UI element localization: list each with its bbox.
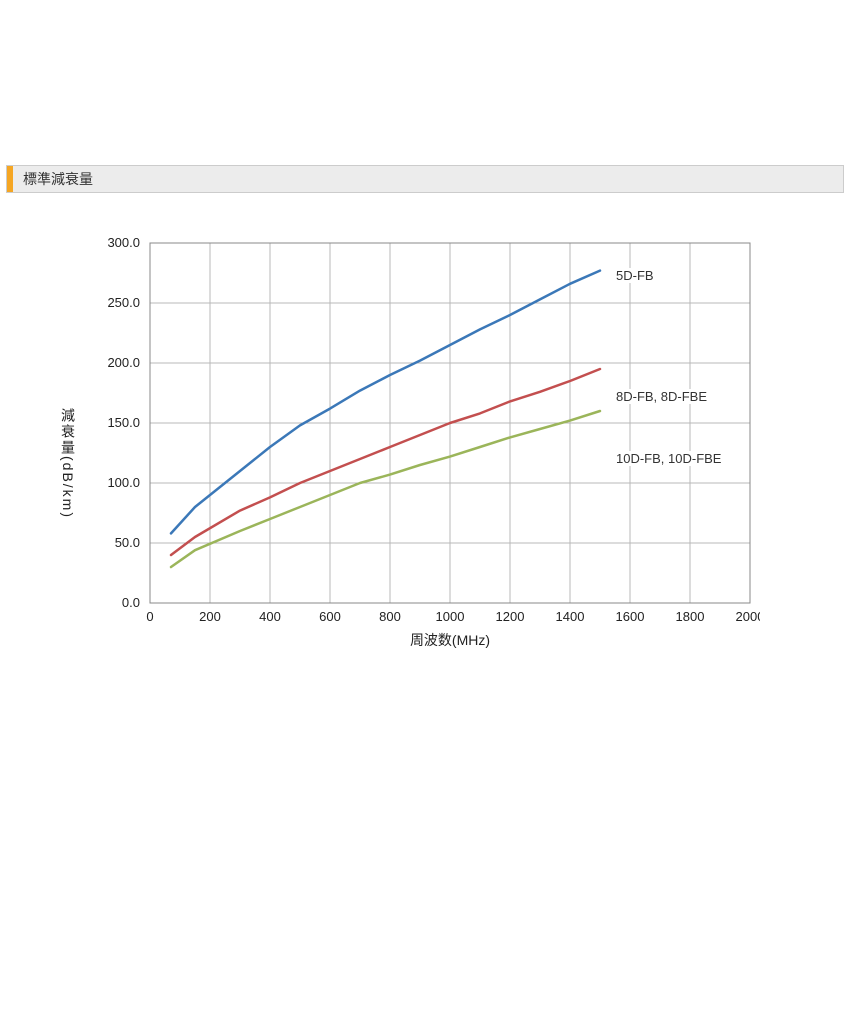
header-title: 標準減衰量 bbox=[23, 169, 93, 189]
svg-text:800: 800 bbox=[379, 609, 401, 624]
svg-text:150.0: 150.0 bbox=[107, 415, 140, 430]
svg-text:1200: 1200 bbox=[496, 609, 525, 624]
section-header: 標準減衰量 bbox=[6, 165, 844, 193]
series-label-8dfb: 8D-FB, 8D-FBE bbox=[616, 389, 707, 404]
svg-text:400: 400 bbox=[259, 609, 281, 624]
chart-svg: 0 200 400 600 800 1000 1200 1400 1600 1800 2000 0.0… bbox=[60, 233, 760, 663]
svg-text:200.0: 200.0 bbox=[107, 355, 140, 370]
svg-text:250.0: 250.0 bbox=[107, 295, 140, 310]
series-label-5dfb: 5D-FB bbox=[616, 268, 654, 283]
svg-text:1600: 1600 bbox=[616, 609, 645, 624]
svg-text:300.0: 300.0 bbox=[107, 235, 140, 250]
svg-text:1800: 1800 bbox=[676, 609, 705, 624]
svg-text:0.0: 0.0 bbox=[122, 595, 140, 610]
svg-text:1000: 1000 bbox=[436, 609, 465, 624]
y-axis-label: 減衰量(dB/km) bbox=[58, 408, 78, 519]
header-accent bbox=[7, 166, 13, 192]
svg-text:周波数(MHz): 周波数(MHz) bbox=[410, 632, 490, 648]
svg-text:200: 200 bbox=[199, 609, 221, 624]
svg-text:2000: 2000 bbox=[736, 609, 760, 624]
svg-text:600: 600 bbox=[319, 609, 341, 624]
attenuation-chart: 減衰量(dB/km) 0 200 400 600 800 1000 1200 1400 1600… bbox=[60, 233, 850, 663]
svg-text:0: 0 bbox=[146, 609, 153, 624]
svg-text:1400: 1400 bbox=[556, 609, 585, 624]
series-label-10dfb: 10D-FB, 10D-FBE bbox=[616, 451, 721, 466]
svg-text:50.0: 50.0 bbox=[115, 535, 140, 550]
svg-text:100.0: 100.0 bbox=[107, 475, 140, 490]
